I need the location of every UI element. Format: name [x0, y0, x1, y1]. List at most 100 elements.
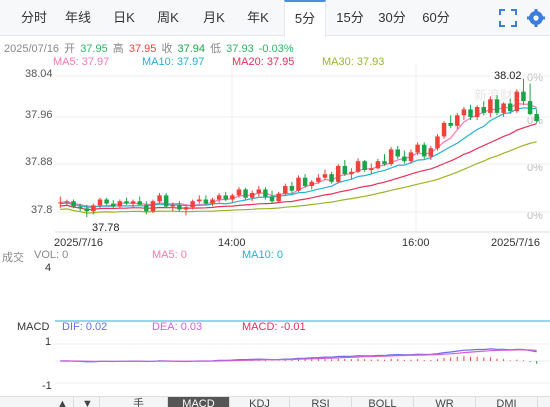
candle[interactable]	[58, 196, 63, 209]
tab-30min[interactable]: 30分	[378, 10, 406, 25]
info-close-label: 收	[161, 43, 173, 55]
scroll-down-button[interactable]: ▼	[76, 397, 100, 407]
candle[interactable]	[230, 193, 235, 203]
candle[interactable]	[249, 190, 255, 202]
candle[interactable]	[97, 197, 103, 209]
indicator-tab-hand[interactable]: 手	[110, 397, 168, 407]
candle[interactable]	[362, 160, 367, 172]
tab-daily-k[interactable]: 日K	[113, 10, 135, 25]
candle[interactable]	[150, 199, 156, 214]
candle[interactable]	[263, 187, 268, 200]
indicator-tab-kdj[interactable]: KDJ	[230, 397, 290, 407]
tab-60min[interactable]: 60分	[422, 10, 450, 25]
candle[interactable]	[527, 83, 533, 116]
candle[interactable]	[64, 199, 70, 206]
candle[interactable]	[322, 169, 328, 181]
candle[interactable]	[388, 147, 394, 166]
candle[interactable]	[110, 200, 116, 209]
price-axis-label: 38.04	[25, 68, 53, 80]
tab-fenshi[interactable]: 分时	[20, 10, 47, 25]
indicator-tab-rsi[interactable]: RSI	[290, 397, 352, 407]
candle[interactable]	[494, 95, 500, 116]
indicator-tab-dmi[interactable]: DMI	[476, 397, 538, 407]
candle[interactable]	[335, 164, 341, 184]
candle[interactable]	[382, 154, 387, 166]
candle[interactable]	[183, 205, 189, 216]
tab-weekly-k[interactable]: 周K	[157, 10, 179, 25]
candle[interactable]	[375, 158, 381, 170]
candle[interactable]	[302, 174, 308, 188]
candle[interactable]	[243, 187, 248, 200]
candle[interactable]	[521, 78, 526, 106]
indicator-tab-macd[interactable]: MACD	[168, 397, 230, 407]
scroll-up-button[interactable]: ▲	[52, 397, 74, 407]
candle[interactable]	[309, 180, 314, 190]
tab-5min[interactable]: 5分	[284, 0, 326, 37]
candle[interactable]	[91, 203, 96, 215]
candle[interactable]	[514, 89, 520, 113]
candle[interactable]	[117, 199, 123, 209]
candle[interactable]	[216, 193, 222, 203]
candle[interactable]	[448, 115, 453, 129]
candle[interactable]	[408, 149, 414, 164]
candle[interactable]	[534, 109, 539, 123]
candle[interactable]	[296, 175, 301, 192]
candle[interactable]	[455, 112, 460, 129]
candle[interactable]	[77, 203, 83, 212]
candle[interactable]	[488, 96, 493, 118]
candle[interactable]	[316, 174, 321, 184]
tab-monthly-k[interactable]: 月K	[203, 10, 225, 25]
candle[interactable]	[461, 107, 467, 120]
candle[interactable]	[435, 134, 440, 151]
candle[interactable]	[223, 191, 228, 202]
candle[interactable]	[197, 195, 202, 204]
settings-icon[interactable]	[526, 8, 546, 28]
candle[interactable]	[104, 197, 109, 205]
candles	[58, 78, 539, 218]
candle[interactable]	[402, 150, 407, 164]
tab-yearly-k[interactable]: 年K	[247, 10, 269, 25]
indicator-tab-boll[interactable]: BOLL	[352, 397, 414, 407]
candle[interactable]	[210, 197, 215, 206]
candle[interactable]	[507, 98, 513, 115]
candle[interactable]	[256, 185, 262, 197]
candle[interactable]	[369, 163, 374, 175]
candle[interactable]	[144, 201, 149, 215]
candle[interactable]	[395, 145, 400, 159]
macd-lines	[60, 348, 537, 363]
tab-15min[interactable]: 15分	[336, 10, 364, 25]
candle[interactable]	[415, 142, 420, 156]
candle[interactable]	[474, 105, 480, 120]
candle[interactable]	[203, 195, 209, 206]
candle[interactable]	[289, 181, 295, 194]
tab-nianxian[interactable]: 年线	[64, 10, 91, 25]
candle[interactable]	[428, 145, 434, 161]
candle[interactable]	[349, 168, 354, 179]
candle[interactable]	[355, 158, 361, 173]
candle[interactable]	[276, 191, 281, 203]
indicator-tab-wr[interactable]: WR	[414, 397, 476, 407]
candle[interactable]	[137, 196, 142, 205]
candle[interactable]	[163, 193, 169, 209]
candle[interactable]	[481, 101, 487, 116]
candle[interactable]	[177, 201, 182, 212]
candle[interactable]	[236, 187, 242, 198]
candle[interactable]	[441, 121, 447, 139]
candle[interactable]	[170, 202, 176, 212]
candle[interactable]	[269, 190, 275, 204]
candle[interactable]	[190, 199, 195, 210]
watermark: 新浪财经	[474, 88, 526, 103]
candle[interactable]	[71, 199, 76, 209]
candle[interactable]	[421, 142, 427, 159]
fullscreen-icon[interactable]	[498, 8, 518, 28]
candle[interactable]	[468, 104, 473, 120]
candle[interactable]	[329, 171, 334, 184]
candle[interactable]	[124, 197, 129, 205]
candle[interactable]	[342, 160, 348, 176]
candle[interactable]	[130, 199, 136, 209]
candle[interactable]	[84, 204, 90, 218]
candle[interactable]	[283, 183, 288, 196]
candle[interactable]	[501, 102, 506, 118]
candle[interactable]	[157, 193, 162, 204]
